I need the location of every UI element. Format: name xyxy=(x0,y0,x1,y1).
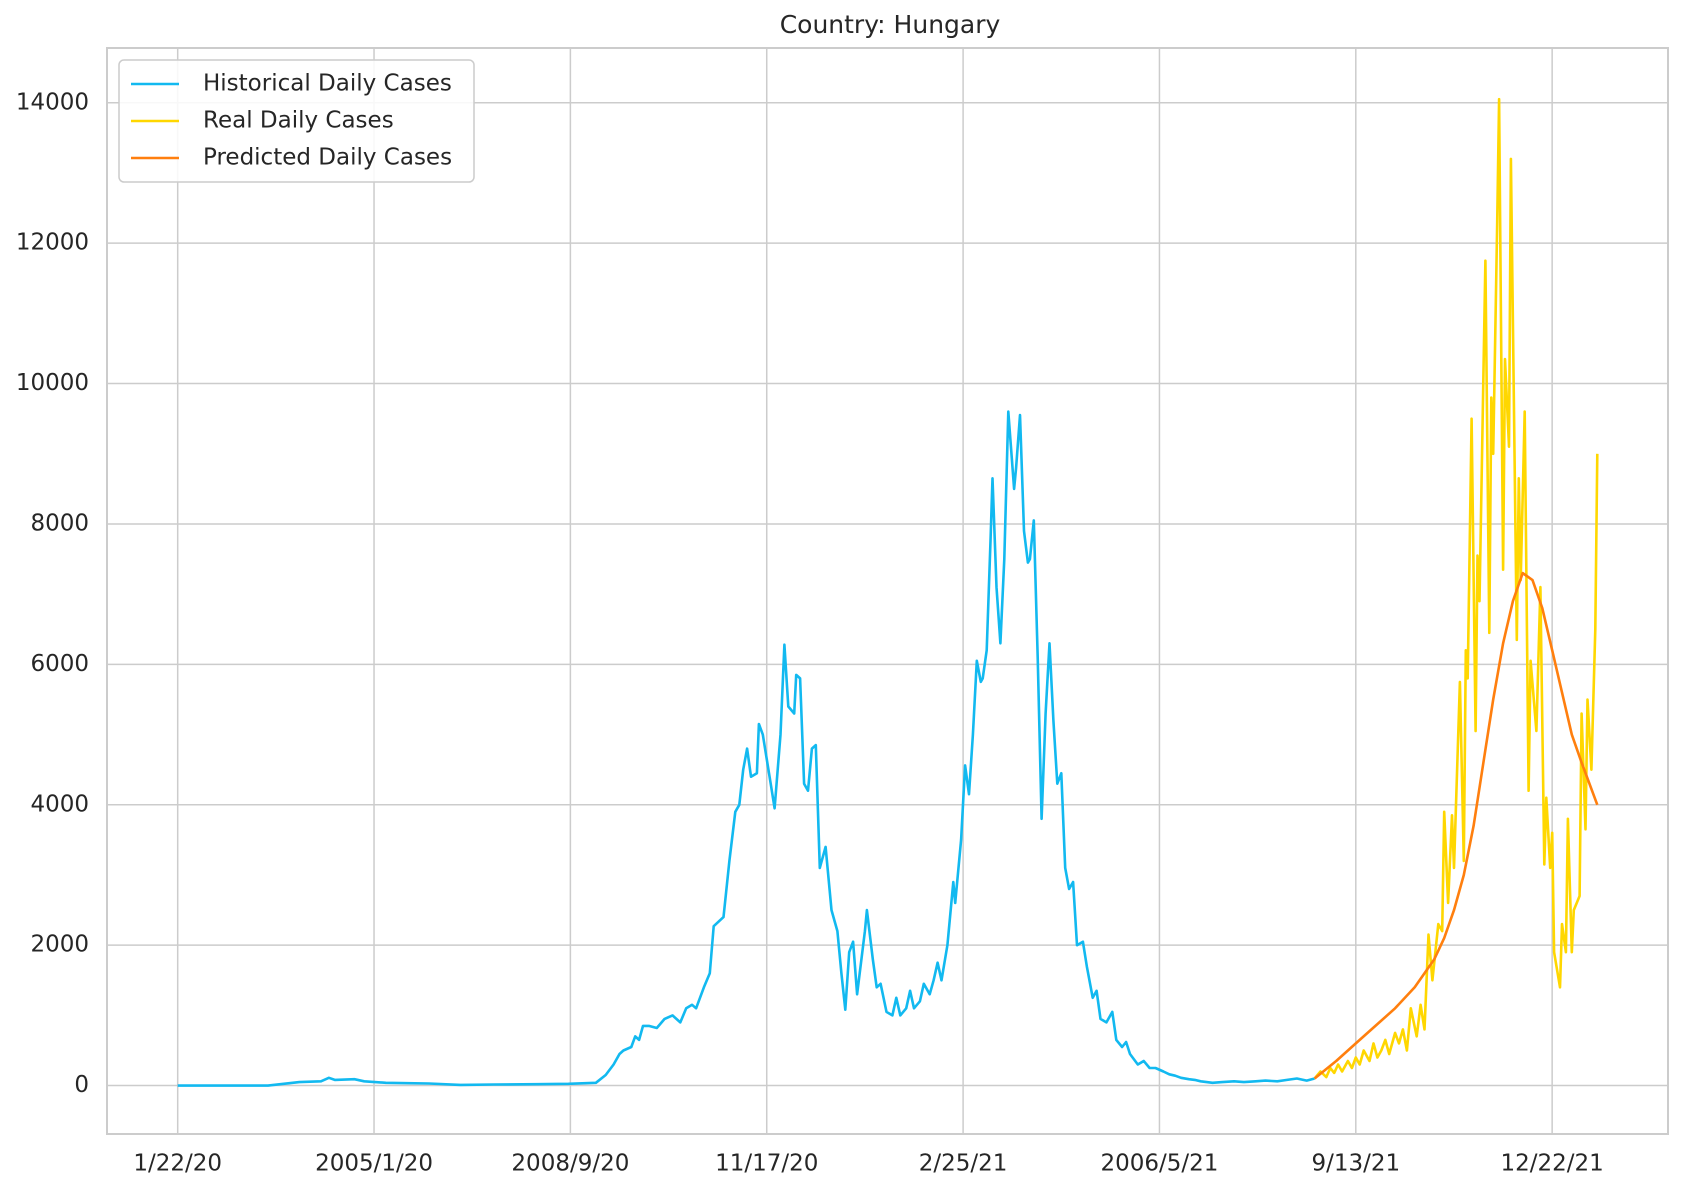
y-tick-label: 4000 xyxy=(30,791,89,817)
x-tick-label: 11/17/20 xyxy=(715,1151,818,1177)
legend-label: Real Daily Cases xyxy=(203,108,394,134)
chart-title: Country: Hungary xyxy=(780,10,1001,39)
legend-box xyxy=(118,59,475,183)
y-tick-label: 8000 xyxy=(30,510,89,536)
y-tick-label: 14000 xyxy=(16,89,89,115)
x-tick-label: 2008/9/20 xyxy=(511,1151,629,1177)
y-tick-label: 6000 xyxy=(30,651,89,677)
x-tick-label: 2006/5/21 xyxy=(1100,1151,1218,1177)
y-tick-label: 0 xyxy=(74,1072,89,1098)
series-line xyxy=(1313,97,1599,1080)
x-tick-label: 9/13/21 xyxy=(1311,1151,1400,1177)
grid: 0 2000 4000 6000 8000 10000 12000 14000 1/22/20 2… xyxy=(16,47,1669,1177)
x-tick-label: 2005/1/20 xyxy=(315,1151,433,1177)
series-line xyxy=(177,410,1315,1087)
legend-label: Predicted Daily Cases xyxy=(203,145,452,171)
legend: Historical Daily Cases Real Daily Cases Pr… xyxy=(118,59,475,183)
y-tick-label: 10000 xyxy=(16,370,89,396)
x-tick-label: 1/22/20 xyxy=(133,1151,222,1177)
legend-label: Historical Daily Cases xyxy=(203,71,452,97)
plot-area xyxy=(177,97,1599,1087)
plot-frame xyxy=(106,47,1669,1135)
y-tick-label: 2000 xyxy=(30,932,89,958)
series-line xyxy=(1313,571,1599,1080)
x-tick-label: 2/25/21 xyxy=(919,1151,1008,1177)
x-tick-label: 12/22/21 xyxy=(1500,1151,1603,1177)
y-tick-label: 12000 xyxy=(16,230,89,256)
